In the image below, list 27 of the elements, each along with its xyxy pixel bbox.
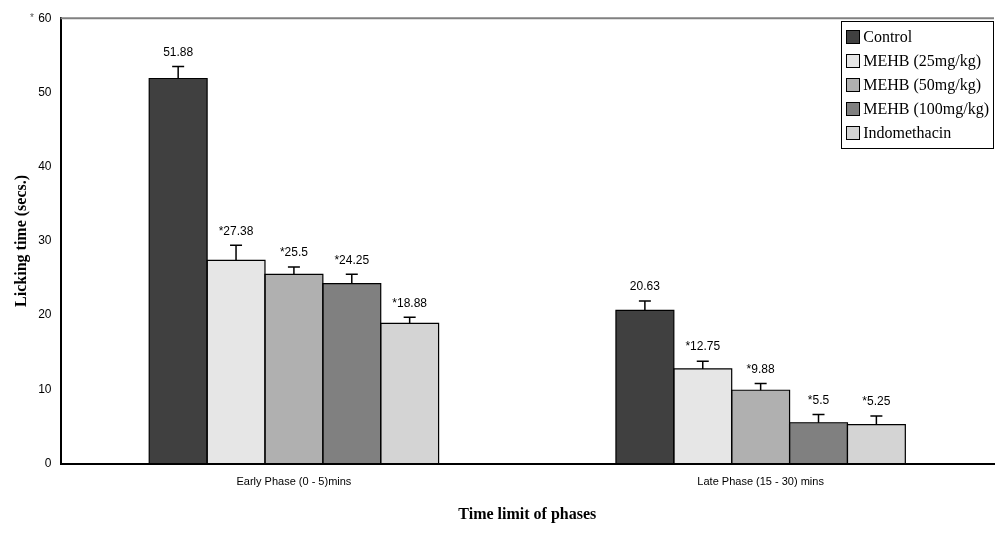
y-tick-label: 0	[44, 455, 52, 470]
x-tick-label: Early Phase (0 - 5)mins	[236, 475, 352, 488]
y-tick-label: 60	[38, 10, 52, 25]
data-label: *12.75	[685, 339, 721, 354]
y-tick-label: 50	[38, 84, 52, 99]
legend-label: MEHB (50mg/kg)	[863, 76, 981, 94]
y-tick-label: 30	[38, 233, 52, 248]
data-label: *27.38	[218, 223, 254, 238]
data-label: *9.88	[746, 361, 775, 376]
y-tick-label: 10	[38, 381, 52, 396]
data-label: *18.88	[392, 295, 428, 310]
legend-label: Indomethacin	[863, 124, 952, 142]
data-label: *5.25	[862, 394, 891, 409]
data-label: 20.63	[629, 279, 661, 294]
data-label: *5.5	[807, 392, 830, 407]
legend-label: MEHB (25mg/kg)	[863, 52, 981, 70]
x-tick-label: Late Phase (15 - 30) mins	[697, 475, 825, 488]
data-label: *24.25	[334, 252, 370, 267]
legend-label: MEHB (100mg/kg)	[863, 100, 989, 118]
data-label: 51.88	[163, 44, 194, 59]
y-tick-label: 40	[38, 158, 52, 173]
x-axis-title: Time limit of phases	[458, 504, 597, 523]
y-tick-label: 20	[38, 307, 52, 322]
legend-label: Control	[863, 28, 913, 46]
y-axis-title: Licking time (secs.)	[11, 174, 30, 307]
data-label: *25.5	[279, 245, 309, 260]
text: *	[30, 12, 34, 23]
